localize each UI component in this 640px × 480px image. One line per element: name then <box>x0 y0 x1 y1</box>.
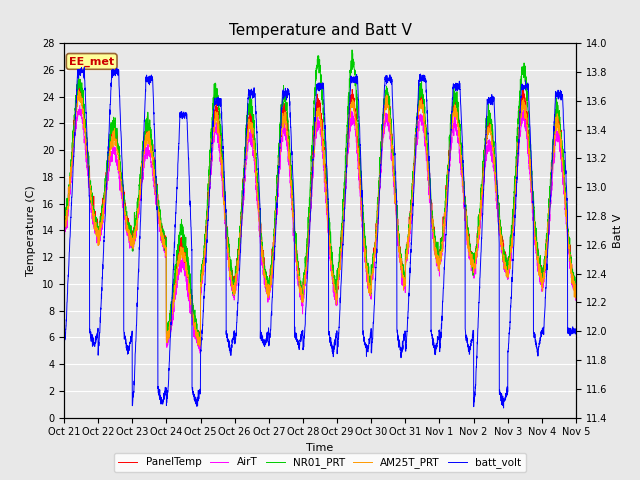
NR01_PRT <box>572 285 580 291</box>
NR01_PRT <box>170 285 177 290</box>
PanelTemp <box>379 125 387 131</box>
X-axis label: Time: Time <box>307 443 333 453</box>
batt_volt <box>370 313 378 319</box>
NR01_PRT <box>524 100 531 106</box>
PanelTemp <box>76 76 84 82</box>
PanelTemp <box>60 220 68 226</box>
NR01_PRT <box>60 223 68 228</box>
AM25T_PRT <box>524 125 531 131</box>
batt_volt <box>81 65 88 71</box>
AirT <box>170 306 178 312</box>
batt_volt <box>170 252 178 258</box>
batt_volt <box>500 405 508 411</box>
batt_volt <box>572 331 580 336</box>
AM25T_PRT <box>75 87 83 93</box>
PanelTemp <box>370 254 378 260</box>
AirT <box>572 295 580 300</box>
AM25T_PRT <box>204 213 211 219</box>
NR01_PRT <box>195 342 203 348</box>
Line: AirT: AirT <box>64 106 576 353</box>
AM25T_PRT <box>572 295 580 301</box>
AM25T_PRT <box>370 256 378 262</box>
batt_volt <box>379 122 387 128</box>
NR01_PRT <box>348 47 356 53</box>
Line: AM25T_PRT: AM25T_PRT <box>64 90 576 347</box>
NR01_PRT <box>370 254 378 260</box>
Text: EE_met: EE_met <box>69 56 115 67</box>
AM25T_PRT <box>572 291 580 297</box>
PanelTemp <box>572 284 580 289</box>
AirT <box>60 233 68 239</box>
AirT <box>379 140 387 145</box>
NR01_PRT <box>572 283 580 288</box>
batt_volt <box>204 240 211 245</box>
PanelTemp <box>170 288 178 294</box>
Legend: PanelTemp, AirT, NR01_PRT, AM25T_PRT, batt_volt: PanelTemp, AirT, NR01_PRT, AM25T_PRT, ba… <box>115 453 525 472</box>
PanelTemp <box>196 342 204 348</box>
AirT <box>196 350 204 356</box>
batt_volt <box>524 82 531 87</box>
AirT <box>204 221 211 227</box>
Title: Temperature and Batt V: Temperature and Batt V <box>228 23 412 38</box>
AirT <box>572 288 580 294</box>
AM25T_PRT <box>60 226 68 231</box>
AM25T_PRT <box>170 299 178 305</box>
AirT <box>524 139 531 144</box>
batt_volt <box>572 326 580 332</box>
Line: NR01_PRT: NR01_PRT <box>64 50 576 345</box>
PanelTemp <box>572 292 580 298</box>
Y-axis label: Temperature (C): Temperature (C) <box>26 185 36 276</box>
PanelTemp <box>524 137 531 143</box>
AM25T_PRT <box>196 344 204 349</box>
AirT <box>76 103 84 108</box>
PanelTemp <box>204 213 211 219</box>
NR01_PRT <box>379 119 387 124</box>
batt_volt <box>60 341 68 347</box>
AirT <box>370 265 378 271</box>
NR01_PRT <box>204 206 211 212</box>
Line: batt_volt: batt_volt <box>64 68 576 408</box>
Y-axis label: Batt V: Batt V <box>613 213 623 248</box>
Line: PanelTemp: PanelTemp <box>64 79 576 345</box>
AM25T_PRT <box>379 126 387 132</box>
